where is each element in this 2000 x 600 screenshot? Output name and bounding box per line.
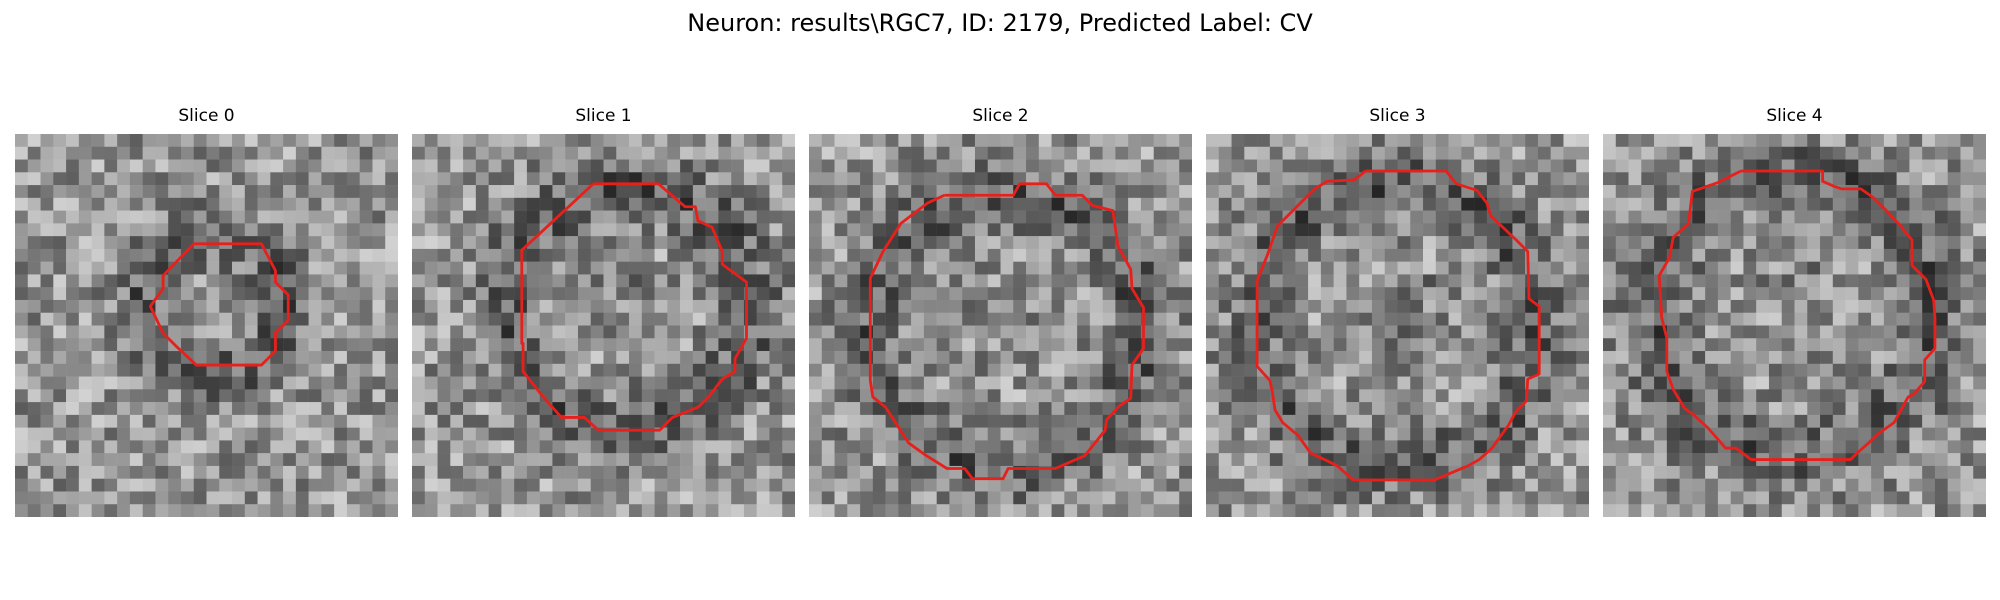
slice-image-0 xyxy=(15,134,398,517)
slice-title-3: Slice 3 xyxy=(1206,104,1589,128)
slice-title-4: Slice 4 xyxy=(1603,104,1986,128)
figure-title: Neuron: results\RGC7, ID: 2179, Predicte… xyxy=(0,6,2000,40)
slice-title-1: Slice 1 xyxy=(412,104,795,128)
slice-image-1 xyxy=(412,134,795,517)
slice-title-0: Slice 0 xyxy=(15,104,398,128)
slice-image-2 xyxy=(809,134,1192,517)
slice-image-4 xyxy=(1603,134,1986,517)
slice-title-2: Slice 2 xyxy=(809,104,1192,128)
slice-image-3 xyxy=(1206,134,1589,517)
